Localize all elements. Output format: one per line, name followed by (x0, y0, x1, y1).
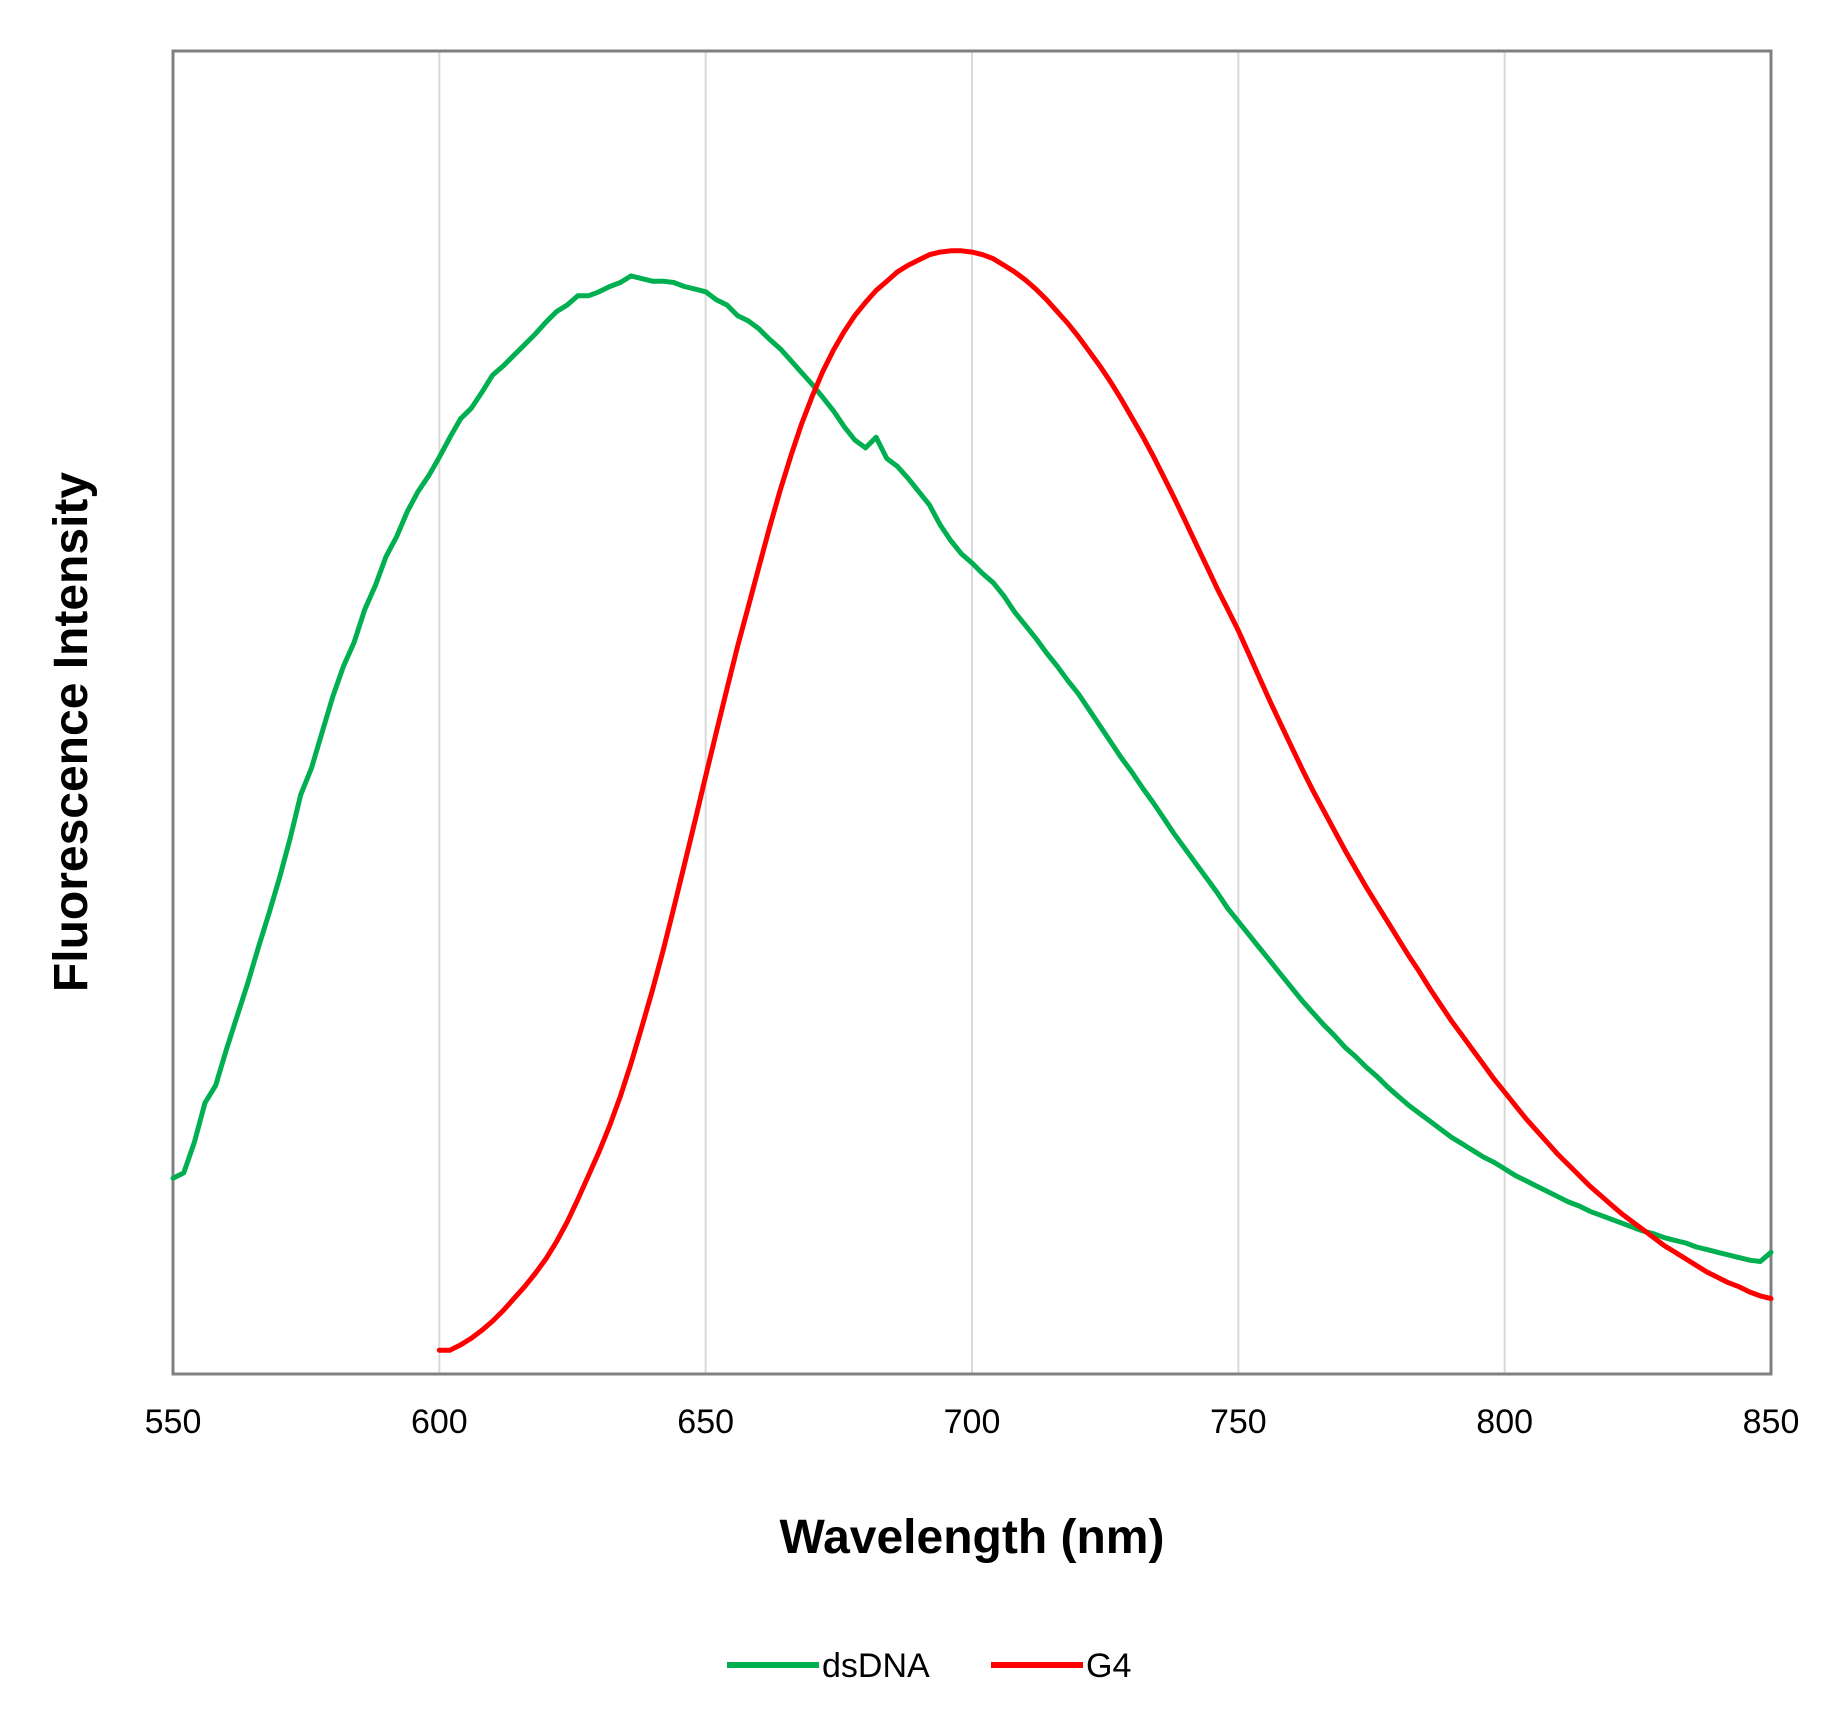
x-tick-label: 700 (944, 1403, 1001, 1441)
series-line-g4 (436, 248, 1774, 1353)
plot-frame (171, 49, 1773, 1376)
series-group (170, 248, 1774, 1353)
legend-label-g4: G4 (1086, 1647, 1131, 1685)
x-tick-label: 800 (1476, 1403, 1533, 1441)
legend-label-dsdna: dsDNA (822, 1647, 930, 1685)
gridlines (438, 51, 1506, 1374)
x-tick-label: 550 (145, 1403, 202, 1441)
x-tick-labels: 550 600 650 700 750 800 850 (145, 1403, 1800, 1441)
x-tick-label: 650 (677, 1403, 734, 1441)
x-axis-title: Wavelength (nm) (780, 1511, 1165, 1564)
x-tick-label: 850 (1743, 1403, 1800, 1441)
x-tick-label: 600 (411, 1403, 468, 1441)
legend: dsDNA G4 (727, 1647, 1131, 1685)
series-line-dsdna (170, 273, 1774, 1264)
x-tick-label: 750 (1210, 1403, 1267, 1441)
y-axis-title: Fluorescence Intensity (45, 472, 98, 992)
